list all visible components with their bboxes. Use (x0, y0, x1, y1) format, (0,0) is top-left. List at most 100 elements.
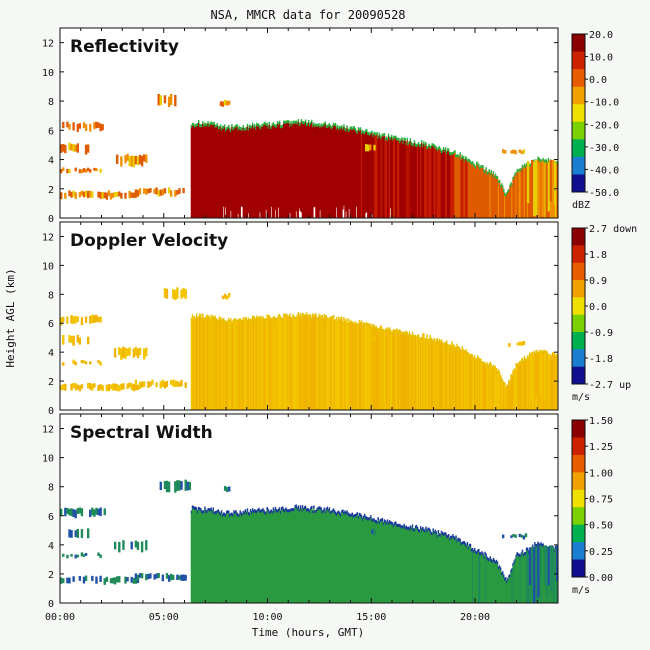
echo-column (471, 550, 474, 603)
echo-column (406, 528, 408, 603)
echo-column (441, 343, 444, 410)
echo-column (220, 321, 223, 410)
echo-fringe (268, 314, 270, 318)
echo-layer (122, 540, 125, 550)
echo-fringe (258, 316, 260, 320)
echo-column (377, 519, 379, 603)
echo-layer (163, 481, 167, 490)
echo-column (301, 122, 304, 218)
echo-column (528, 165, 531, 218)
echo-column (194, 319, 197, 410)
echo-column (506, 194, 508, 218)
echo-layer (99, 361, 102, 366)
colorbar-segment (572, 454, 585, 473)
echo-column (470, 355, 473, 410)
echo-fringe (409, 525, 412, 529)
echo-fringe (479, 358, 481, 362)
echo-column (331, 317, 334, 410)
echo-column (449, 154, 451, 218)
echo-layer (103, 192, 106, 199)
colorbar-segment (572, 559, 585, 578)
echo-layer (501, 149, 505, 154)
echo-column (191, 124, 194, 218)
echo-column (248, 126, 251, 218)
echo-column (500, 185, 503, 218)
echo-fringe (218, 126, 221, 130)
echo-column (476, 163, 478, 218)
echo-fringe (214, 315, 217, 319)
echo-fringe (235, 124, 237, 128)
echo-column (282, 126, 284, 218)
echo-fringe (234, 511, 236, 515)
echo-fringe (311, 505, 313, 509)
echo-fringe (534, 350, 536, 354)
echo-layer (159, 381, 162, 389)
echo-fringe (196, 510, 199, 514)
echo-column (409, 140, 412, 218)
echo-fringe (366, 516, 368, 520)
echo-fringe (232, 127, 234, 131)
echo-column (303, 316, 306, 410)
echo-layer (184, 574, 187, 581)
echo-fringe (293, 121, 295, 125)
echo-column (408, 529, 411, 603)
echo-layer (172, 574, 175, 581)
echo-column (355, 324, 358, 410)
echo-column (238, 127, 240, 218)
echo-layer (60, 508, 63, 516)
echo-fringe (529, 163, 532, 167)
echo-layer (95, 121, 98, 129)
echo-column (321, 126, 323, 218)
echo-layer (120, 192, 123, 199)
echo-fringe (395, 329, 397, 333)
echo-column (286, 316, 288, 410)
y-tick-label: 12 (42, 425, 54, 436)
echo-fringe (500, 572, 503, 576)
echo-fringe (323, 122, 325, 126)
echo-column (236, 125, 238, 218)
echo-layer (174, 95, 177, 107)
echo-column (192, 124, 195, 218)
echo-fringe (257, 508, 259, 512)
echo-fringe (468, 159, 471, 163)
echo-fringe (215, 510, 218, 514)
echo-layer (72, 316, 75, 324)
echo-layer (99, 316, 102, 323)
echo-layer (223, 293, 227, 299)
echo-layer (76, 528, 79, 538)
echo-fringe (256, 510, 258, 514)
echo-layer (89, 361, 92, 365)
echo-column (458, 348, 460, 410)
echo-fringe (453, 150, 455, 154)
echo-column (510, 571, 512, 603)
echo-column (478, 166, 480, 218)
echo-fringe (408, 140, 411, 144)
echo-column (415, 526, 418, 603)
echo-column (501, 187, 504, 218)
echo-fringe (233, 318, 235, 322)
echo-column (289, 511, 291, 603)
echo-column (239, 320, 241, 410)
echo-column (520, 554, 523, 603)
echo-column (370, 325, 372, 410)
echo-fringe (403, 523, 405, 527)
echo-layer (551, 546, 555, 591)
echo-fringe (477, 549, 479, 553)
echo-fringe (477, 162, 479, 166)
echo-fringe (234, 125, 236, 129)
echo-layer (169, 93, 173, 106)
echo-layer (528, 547, 532, 586)
echo-column (293, 510, 295, 603)
echo-column (254, 318, 256, 410)
echo-layer (82, 576, 86, 584)
echo-fringe (463, 349, 466, 353)
echo-fringe (332, 508, 335, 512)
echo-fringe (314, 510, 316, 514)
echo-fringe (410, 335, 413, 339)
echo-fringe (457, 154, 459, 158)
echo-fringe (264, 121, 266, 125)
echo-fringe (362, 131, 365, 135)
echo-fringe (444, 532, 447, 536)
echo-fringe (325, 315, 328, 319)
echo-fringe (192, 122, 195, 126)
